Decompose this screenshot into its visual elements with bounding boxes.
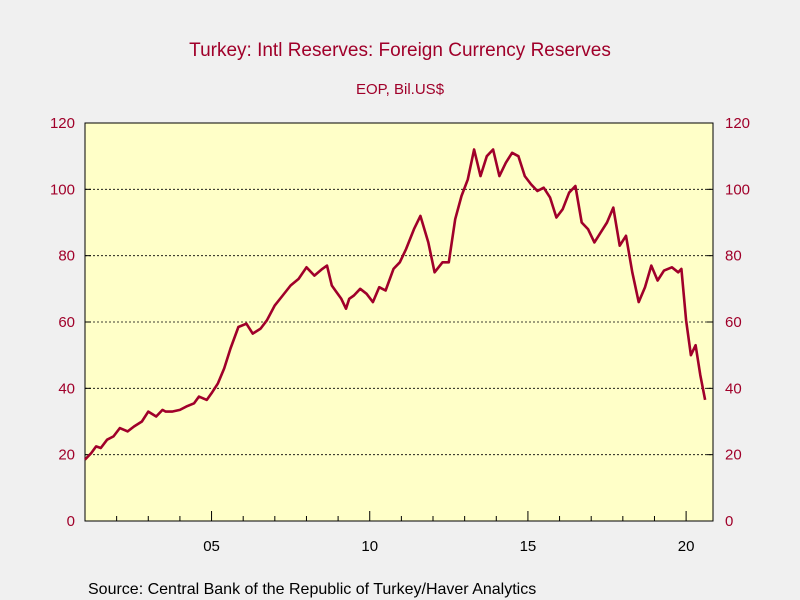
x-tick-label: 10 (361, 538, 378, 555)
y-tick-label-right: 40 (725, 380, 742, 397)
y-tick-label-right: 100 (725, 181, 750, 198)
y-tick-label-left: 100 (50, 181, 75, 198)
y-tick-label-left: 20 (58, 447, 75, 464)
y-axis-right: 0 20 40 60 80 100 120 (707, 115, 750, 530)
source-note: Source: Central Bank of the Republic of … (88, 581, 536, 598)
y-axis-left: 0 20 40 60 80 100 120 (50, 115, 91, 530)
y-tick-label-right: 120 (725, 115, 750, 132)
x-tick-label: 15 (520, 538, 537, 555)
y-tick-label-left: 0 (67, 513, 75, 530)
y-tick-label-left: 80 (58, 248, 75, 265)
gridlines (85, 188, 713, 456)
y-tick-label-right: 60 (725, 314, 742, 331)
x-tick-label: 20 (678, 538, 695, 555)
series-line-reserves (84, 148, 707, 461)
y-tick-label-left: 40 (58, 380, 75, 397)
x-tick-label: 05 (203, 538, 220, 555)
y-tick-label-left: 120 (50, 115, 75, 132)
y-tick-label-right: 0 (725, 513, 733, 530)
y-tick-label-right: 80 (725, 248, 742, 265)
chart-title: Turkey: Intl Reserves: Foreign Currency … (189, 40, 611, 61)
x-axis: 05 10 15 20 (116, 511, 695, 555)
y-tick-label-left: 60 (58, 314, 75, 331)
y-tick-label-right: 20 (725, 447, 742, 464)
chart-subtitle: EOP, Bil.US$ (356, 81, 445, 98)
